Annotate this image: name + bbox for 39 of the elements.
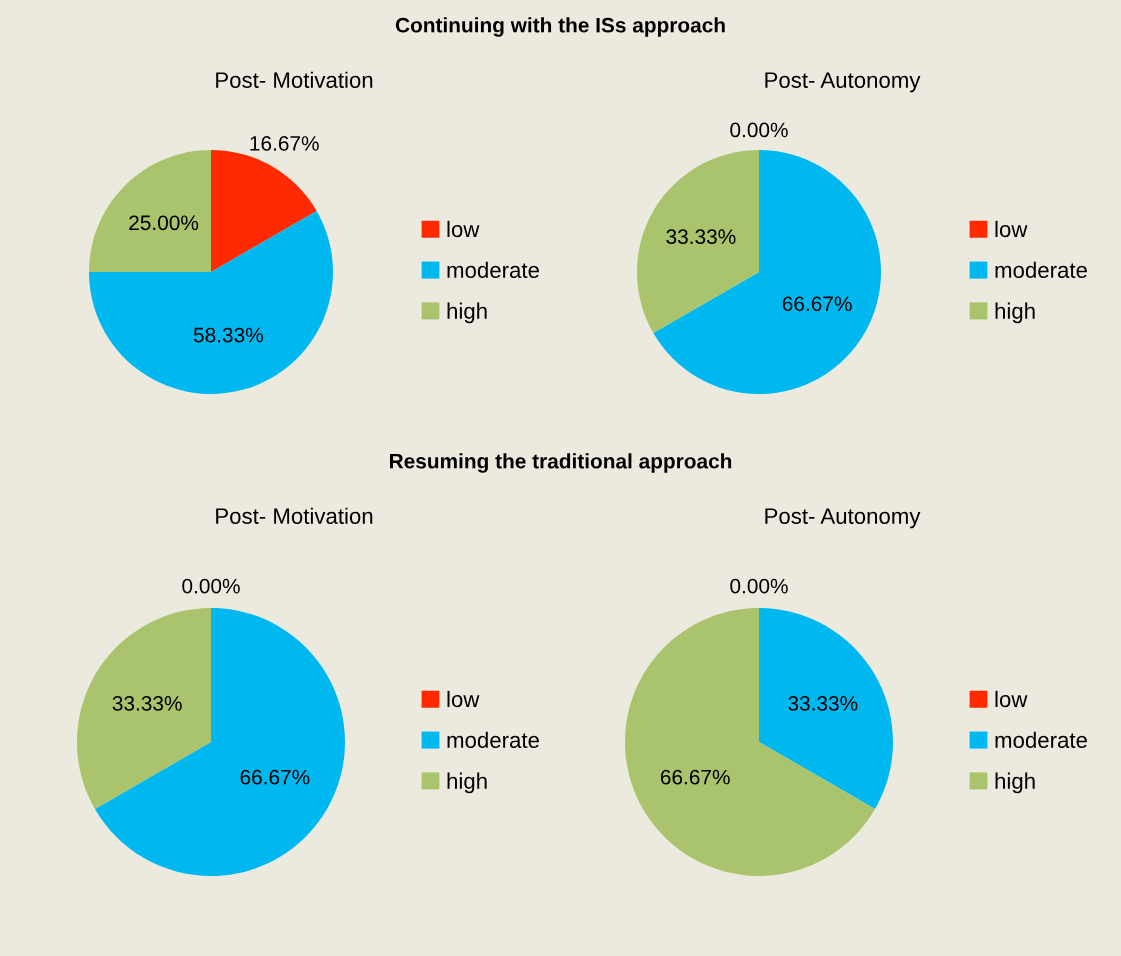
data-label: 16.67% bbox=[250, 136, 319, 151]
chart-title: Post- Autonomy bbox=[765, 72, 921, 93]
legend-label: moderate bbox=[447, 261, 539, 279]
text: 0.00% bbox=[730, 578, 788, 594]
data-label: 66.67% bbox=[240, 769, 310, 785]
data-label: 58.33% bbox=[193, 327, 263, 343]
legend-label: moderate bbox=[995, 261, 1087, 279]
pie-slice bbox=[94, 608, 345, 876]
pie-slice bbox=[89, 150, 211, 272]
data-label: 25.00% bbox=[129, 215, 199, 231]
chart-title: Post- Motivation bbox=[216, 507, 373, 524]
chart-title: Post- Autonomy bbox=[765, 508, 921, 529]
legend-label: low bbox=[447, 220, 480, 238]
legend-label: moderate bbox=[995, 731, 1087, 749]
pie-slice bbox=[77, 608, 211, 809]
legend-label: high bbox=[995, 302, 1035, 324]
legend-label: high bbox=[995, 772, 1035, 794]
data-label: 33.33% bbox=[788, 695, 858, 711]
legend-label: low bbox=[995, 690, 1028, 708]
pie-slice bbox=[653, 150, 881, 394]
text: 0.00% bbox=[730, 122, 788, 138]
pie-slice bbox=[211, 150, 317, 272]
pie-slice bbox=[89, 211, 333, 394]
pie-slice bbox=[759, 608, 893, 809]
pie-slice bbox=[637, 150, 759, 333]
chart-title: Post- Motivation bbox=[216, 71, 373, 88]
legend-label: high bbox=[447, 302, 487, 324]
text: Resuming the traditional approach bbox=[390, 453, 732, 473]
legend-label: moderate bbox=[447, 731, 539, 749]
legend-label: high bbox=[447, 772, 487, 794]
text: 0.00% bbox=[182, 578, 240, 594]
legend-label: low bbox=[447, 690, 480, 708]
text: Continuing with the ISs approach bbox=[395, 17, 725, 37]
data-label: 66.67% bbox=[660, 769, 730, 785]
pie-slice bbox=[625, 608, 876, 876]
data-label: 33.33% bbox=[112, 695, 182, 711]
legend-label: low bbox=[995, 220, 1028, 238]
data-label: 66.67% bbox=[782, 296, 852, 312]
data-label: 33.33% bbox=[666, 229, 736, 245]
